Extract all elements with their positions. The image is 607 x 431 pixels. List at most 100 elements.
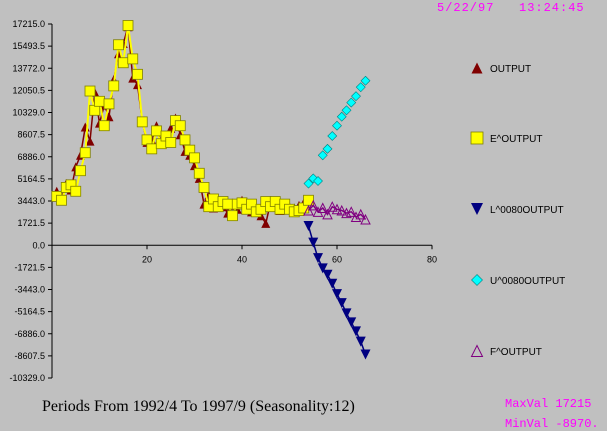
y-tick-label: 10329.0	[12, 108, 45, 118]
data-point	[355, 208, 367, 220]
data-point	[313, 176, 323, 186]
y-tick-label: -6886.0	[14, 329, 45, 339]
data-point	[227, 210, 238, 222]
y-tick-label: -5164.5	[14, 307, 45, 317]
data-point	[313, 253, 323, 264]
header-time: 13:24:45	[519, 1, 585, 15]
data-point	[113, 39, 124, 51]
y-tick-label: -3443.0	[14, 285, 45, 295]
data-point	[351, 326, 361, 337]
data-point	[70, 185, 82, 197]
data-point	[89, 104, 101, 116]
chart-series-group	[51, 20, 371, 360]
legend-marker	[470, 131, 484, 145]
data-point	[346, 317, 357, 328]
periods-caption: Periods From 1992/4 To 1997/9 (Seasonali…	[42, 398, 355, 415]
series-3	[303, 75, 371, 189]
y-tick-label: -1721.5	[14, 262, 45, 272]
data-point	[103, 98, 115, 110]
y-tick-label: 6886.0	[17, 152, 45, 162]
data-point	[360, 213, 371, 225]
legend-marker	[471, 203, 483, 215]
data-point	[317, 263, 328, 274]
y-tick-label: -8607.5	[14, 351, 45, 361]
min-value: MinVal -8970.	[505, 417, 599, 431]
data-point	[327, 278, 338, 289]
y-tick-label: 8607.5	[17, 130, 45, 140]
data-point	[94, 95, 105, 107]
data-point	[332, 289, 342, 300]
data-point	[117, 57, 129, 69]
data-point	[345, 206, 357, 217]
data-point	[327, 131, 338, 141]
legend-label: F^OUTPUT	[490, 347, 542, 358]
data-point	[56, 194, 67, 206]
data-point	[308, 237, 319, 248]
max-value: MaxVal 17215	[505, 397, 592, 411]
y-tick-label: 13772.0	[12, 63, 45, 73]
data-point	[355, 82, 366, 93]
legend-marker	[471, 274, 483, 286]
data-point	[317, 150, 328, 161]
data-point	[84, 85, 96, 97]
data-point	[303, 220, 314, 231]
data-point	[322, 143, 333, 154]
data-point	[303, 204, 314, 216]
series-4	[303, 199, 371, 225]
x-tick-label: 20	[142, 254, 152, 264]
chart-legend: OUTPUT E^OUTPUT L^0080OUTPUT U^0080OUTPUT F^…	[470, 62, 565, 358]
data-point	[179, 134, 191, 146]
data-point	[360, 349, 371, 360]
data-point	[261, 218, 271, 228]
data-point	[141, 134, 153, 146]
x-tick-label: 60	[332, 254, 342, 264]
data-point	[307, 199, 319, 211]
data-point	[79, 147, 91, 159]
data-point	[326, 201, 338, 212]
series-2	[303, 220, 371, 360]
data-point	[193, 167, 205, 179]
y-tick-label: -10329.0	[9, 373, 45, 383]
y-tick-label: 0.0	[32, 240, 45, 250]
data-point	[332, 120, 342, 131]
y-tick-label: 17215.0	[12, 19, 45, 29]
data-point	[146, 143, 158, 155]
series-line	[307, 204, 367, 221]
data-point	[341, 105, 352, 116]
y-tick-label: 1721.5	[17, 218, 45, 228]
legend-marker	[471, 62, 483, 74]
data-point	[312, 206, 324, 217]
data-point	[127, 53, 139, 65]
y-tick-label: 12050.5	[12, 85, 45, 95]
data-point	[350, 211, 362, 222]
y-tick-label: 3443.0	[17, 196, 45, 206]
legend-label: E^OUTPUT	[490, 134, 542, 145]
x-tick-label: 80	[427, 254, 437, 264]
legend-label: OUTPUT	[490, 64, 531, 75]
data-point	[336, 111, 347, 122]
data-point	[222, 198, 234, 210]
data-point	[122, 20, 134, 31]
data-point	[336, 298, 347, 309]
data-point	[355, 336, 366, 347]
data-point	[322, 208, 333, 220]
chart-axes: 17215.0 15493.5 13772.0 12050.5 10329.0 8607.…	[9, 19, 437, 383]
data-point	[317, 202, 329, 213]
data-point	[351, 91, 361, 102]
series-1	[51, 20, 314, 222]
legend-marker	[470, 344, 484, 357]
y-tick-label: 5164.5	[17, 174, 45, 184]
data-point	[136, 116, 148, 128]
data-point	[165, 137, 177, 148]
data-point	[303, 178, 314, 189]
data-point	[108, 80, 120, 92]
y-tick-label: 15493.5	[12, 41, 45, 51]
data-point	[151, 125, 162, 137]
data-point	[189, 152, 200, 164]
data-point	[360, 75, 371, 86]
data-point	[198, 182, 210, 193]
data-point	[341, 308, 352, 319]
data-point	[98, 120, 110, 132]
legend-label: L^0080OUTPUT	[490, 205, 564, 216]
